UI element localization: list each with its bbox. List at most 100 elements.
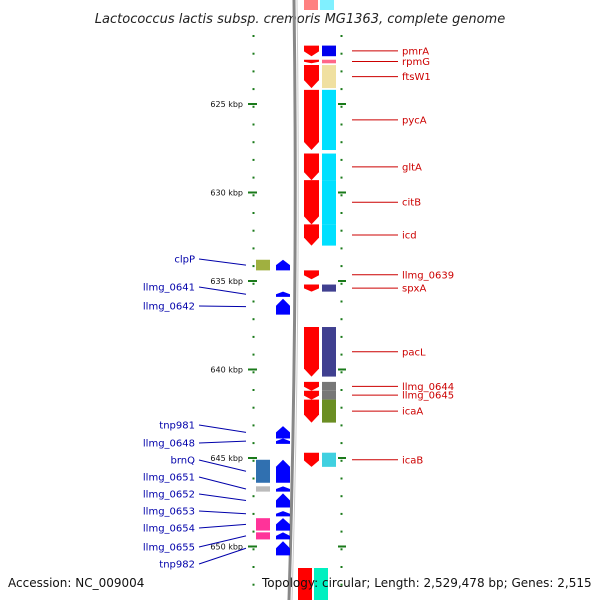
gene-arrow-icaA[interactable] — [304, 399, 319, 423]
gene-label-icaB[interactable]: icaB — [402, 455, 423, 466]
kbp-tick — [338, 457, 346, 459]
gene-label-llmg_0655[interactable]: llmg_0655 — [143, 543, 195, 554]
gene-label-llmg_0644[interactable]: llmg_0644 — [402, 382, 454, 393]
gene-label-rpmG[interactable]: rpmG — [402, 57, 430, 68]
ruler-dot — [340, 247, 343, 250]
cog-bar-clpP — [256, 259, 270, 271]
gene-label-brnQ[interactable]: brnQ — [171, 456, 196, 467]
gene-label-llmg_0642[interactable]: llmg_0642 — [143, 302, 195, 313]
label-leader — [198, 510, 247, 515]
ruler-dot — [340, 459, 343, 462]
gene-label-icaA[interactable]: icaA — [402, 407, 423, 418]
gene-label-ftsW1[interactable]: ftsW1 — [402, 72, 431, 83]
gene-label-icd[interactable]: icd — [402, 230, 417, 241]
kbp-tick-label: 635 kbp — [210, 277, 243, 286]
ruler-dot — [340, 530, 343, 533]
ruler-dot — [252, 52, 255, 55]
kbp-tick — [338, 103, 346, 105]
cog-bar-rpmG — [322, 59, 336, 64]
ruler-dot — [340, 123, 343, 126]
gene-arrow-brnQ[interactable] — [276, 459, 290, 483]
gene-arrow-llmg_0644[interactable] — [304, 381, 319, 391]
gene-label-llmg_0654[interactable]: llmg_0654 — [143, 524, 195, 535]
ruler-dot — [252, 212, 255, 214]
gene-label-spxA[interactable]: spxA — [402, 284, 426, 295]
gene-arrow-pmrA[interactable] — [304, 45, 319, 57]
cog-bar-spxA — [322, 284, 336, 292]
gene-label-llmg_0639[interactable]: llmg_0639 — [402, 270, 454, 281]
ruler-dot — [340, 158, 343, 161]
label-leader — [198, 424, 247, 433]
ruler-dot — [252, 282, 255, 285]
ruler-dot — [252, 158, 255, 161]
gene-arrow-icaB[interactable] — [304, 452, 319, 467]
cog-bar-ftsW1 — [322, 65, 336, 89]
gene-arrow-llmg_0654[interactable] — [276, 518, 290, 531]
gene-label-llmg_0645[interactable]: llmg_0645 — [402, 391, 454, 402]
gene-arrow-tnp981[interactable] — [276, 426, 290, 439]
ruler-dot — [252, 353, 255, 356]
ruler-dot — [340, 52, 343, 55]
cog-bar-llmg_0655 — [256, 532, 270, 540]
gene-label-pmrA[interactable]: pmrA — [402, 46, 429, 57]
kbp-tick-label: 640 kbp — [210, 366, 243, 375]
gene-label-tnp981[interactable]: tnp981 — [159, 421, 195, 432]
kbp-tick — [248, 191, 257, 194]
gene-arrow-llmg_0653[interactable] — [276, 511, 290, 517]
gene-arrow-gltA[interactable] — [304, 153, 319, 181]
label-leader — [198, 305, 247, 308]
gene-arrow-citB[interactable] — [304, 180, 319, 225]
gene-label-llmg_0653[interactable]: llmg_0653 — [143, 507, 195, 518]
gene-arrow-llmg_0639[interactable] — [304, 270, 319, 280]
kbp-tick — [338, 191, 346, 194]
gene-label-llmg_0652[interactable]: llmg_0652 — [143, 490, 195, 501]
gene-arrow-llmg_0655[interactable] — [276, 532, 290, 540]
gene-label-pycA[interactable]: pycA — [402, 115, 427, 126]
gene-arrow-pycA[interactable] — [304, 89, 319, 151]
gene-arrow-pacL[interactable] — [304, 327, 319, 377]
gene-arrow-llmg_0652[interactable] — [276, 493, 290, 508]
kbp-tick-label: 645 kbp — [210, 454, 243, 463]
label-leader — [198, 493, 247, 501]
gene-label-gltA[interactable]: gltA — [402, 162, 422, 173]
ruler-dot — [340, 70, 343, 73]
label-leader — [198, 535, 247, 548]
gene-label-llmg_0651[interactable]: llmg_0651 — [143, 473, 195, 484]
genome-title: Lactococcus lactis subsp. cremoris MG136… — [95, 12, 505, 27]
kbp-tick — [248, 545, 257, 548]
gene-arrow-clpP[interactable] — [276, 259, 290, 271]
gene-arrow-llmg_0648[interactable] — [276, 438, 290, 444]
ruler-dot — [340, 548, 343, 551]
ruler-dot — [252, 548, 255, 551]
ruler-dot — [252, 442, 255, 445]
label-leader — [198, 523, 247, 529]
gene-arrow-tnp982[interactable] — [276, 541, 290, 556]
gene-arrow-llmg_0651[interactable] — [276, 486, 290, 492]
ruler-dot — [252, 229, 255, 232]
ruler-dot — [340, 495, 343, 498]
cog-bar-llmg_0644 — [322, 381, 336, 391]
ruler-dot — [340, 176, 343, 179]
ruler-dot — [340, 265, 343, 268]
gene-arrow-rpmG[interactable] — [304, 59, 319, 64]
ruler-dot — [340, 583, 343, 586]
ruler-dot — [252, 247, 255, 250]
gene-arrow-llmg_0641[interactable] — [276, 291, 290, 297]
gene-label-llmg_0641[interactable]: llmg_0641 — [143, 283, 195, 294]
gene-arrow-llmg_0642[interactable] — [276, 298, 290, 315]
cog-bar-icd — [322, 224, 336, 246]
gene-label-llmg_0648[interactable]: llmg_0648 — [143, 439, 195, 450]
gene-label-clpP[interactable]: clpP — [174, 255, 195, 266]
gene-label-citB[interactable]: citB — [402, 198, 421, 209]
ruler-dot — [252, 194, 255, 197]
gene-arrow-icd[interactable] — [304, 224, 319, 246]
gene-arrow-ftsW1[interactable] — [304, 65, 319, 89]
gene-arrow-spxA[interactable] — [304, 284, 319, 292]
ruler-dot — [252, 566, 255, 568]
partial-cog-top — [320, 0, 334, 10]
gene-arrow-llmg_0645[interactable] — [304, 390, 319, 400]
gene-label-pacL[interactable]: pacL — [402, 347, 426, 358]
gene-label-tnp982[interactable]: tnp982 — [159, 560, 195, 571]
ruler-dot — [340, 105, 343, 108]
